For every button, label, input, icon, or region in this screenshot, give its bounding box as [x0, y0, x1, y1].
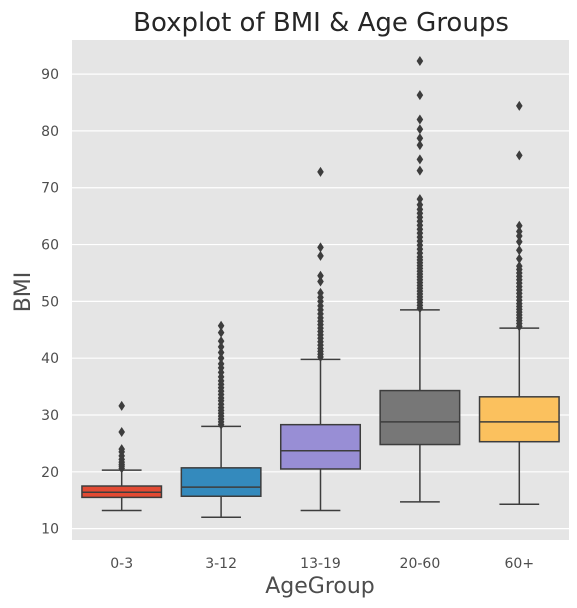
outlier-point	[217, 347, 225, 358]
iqr-box	[180, 467, 262, 498]
y-tick-label: 60	[41, 238, 59, 254]
box-20-60	[379, 56, 461, 503]
outlier-point	[416, 124, 424, 135]
y-tick-label: 80	[41, 124, 59, 140]
outlier-point	[516, 253, 523, 264]
outlier-point	[317, 242, 324, 253]
outlier-point	[118, 427, 125, 438]
y-tick-label: 10	[41, 522, 59, 538]
outlier-point	[217, 336, 225, 347]
iqr-box	[279, 423, 362, 470]
y-tick-label: 20	[41, 465, 59, 481]
y-tick-label: 40	[41, 351, 59, 367]
outlier-point	[217, 327, 225, 338]
outlier-point	[217, 320, 225, 331]
outlier-point	[317, 276, 324, 287]
outlier-point	[516, 245, 523, 256]
outlier-point	[416, 165, 424, 176]
y-tick-label: 50	[41, 294, 59, 310]
outlier-point	[416, 90, 424, 101]
outlier-point	[317, 270, 324, 281]
outlier-point	[416, 114, 424, 125]
outlier-point	[416, 56, 424, 67]
y-tick-labels: 10 20 30 40 50 60 70 80 90	[41, 67, 59, 538]
x-tick-label: 0-3	[110, 556, 133, 572]
outlier-point	[217, 353, 225, 364]
outlier-point	[416, 133, 424, 144]
box-series	[81, 56, 560, 519]
iqr-box	[478, 396, 560, 443]
y-tick-label: 30	[41, 408, 59, 424]
outlier-point	[217, 341, 225, 352]
x-tick-label: 13-19	[300, 556, 341, 572]
x-tick-labels: 0-3 3-12 13-19 20-60 60+	[110, 556, 534, 572]
x-axis-title: AgeGroup	[265, 574, 375, 599]
box-13-19	[279, 166, 362, 512]
y-tick-label: 90	[41, 67, 59, 83]
outlier-point	[516, 220, 523, 231]
outlier-point	[317, 250, 324, 261]
x-tick-label: 60+	[505, 556, 535, 572]
box-60+	[478, 100, 560, 505]
outlier-point	[416, 140, 424, 151]
x-tick-label: 3-12	[205, 556, 237, 572]
box-3-12	[180, 320, 262, 519]
outlier-point	[317, 287, 324, 298]
box-0-3	[81, 400, 163, 512]
iqr-box	[379, 389, 461, 446]
outlier-point	[217, 358, 225, 369]
outlier-point	[416, 154, 424, 165]
outlier-point	[416, 194, 424, 205]
y-tick-label: 70	[41, 181, 59, 197]
outlier-point	[516, 100, 523, 111]
outlier-point	[118, 400, 125, 411]
outlier-point	[416, 199, 424, 210]
outlier-point	[516, 150, 523, 161]
outlier-point	[516, 261, 523, 272]
outlier-point	[118, 444, 125, 455]
outlier-point	[516, 226, 523, 237]
y-axis-title: BMI	[11, 272, 36, 313]
chart-title: Boxplot of BMI & Age Groups	[133, 8, 509, 38]
x-tick-label: 20-60	[400, 556, 441, 572]
outlier-point	[516, 236, 523, 247]
outlier-point	[317, 166, 324, 177]
